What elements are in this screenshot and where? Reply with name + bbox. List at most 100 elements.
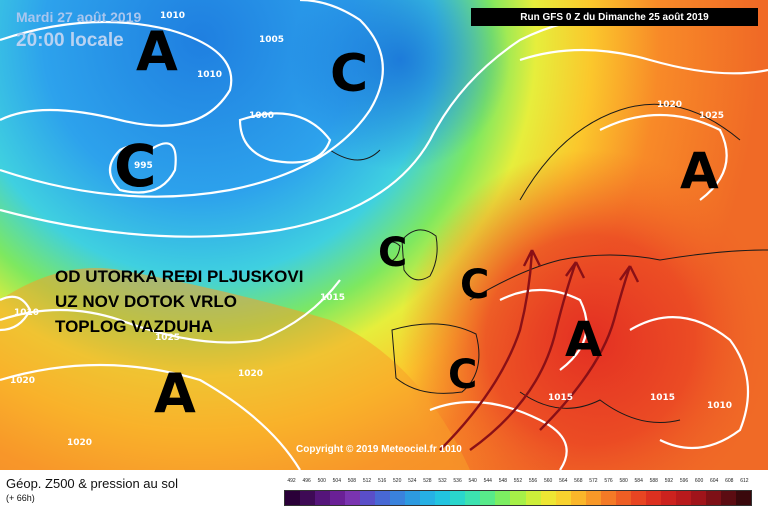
scale-value-label: 536: [453, 478, 462, 484]
scale-value-label: 520: [393, 478, 402, 484]
color-scale-labels: 492 496 500 504 508 512 516 520 524 528 532 536 540 5…: [284, 478, 752, 488]
scale-value-label: 568: [574, 478, 583, 484]
scale-value-label: 580: [619, 478, 628, 484]
scale-value-label: 572: [589, 478, 598, 484]
scale-swatch: [645, 491, 661, 505]
model-run-banner: Run GFS 0 Z du Dimanche 25 août 2019: [471, 8, 758, 26]
scale-value-label: 608: [725, 478, 734, 484]
scale-swatch: [435, 491, 451, 505]
scale-value-label: 564: [559, 478, 568, 484]
scale-value-label: 560: [543, 478, 553, 484]
isobar-label: 1010: [197, 70, 223, 80]
scale-swatch: [570, 491, 586, 505]
isobar-label: 1005: [259, 35, 285, 45]
scale-swatch: [420, 491, 436, 505]
scale-value-label: 532: [438, 478, 447, 484]
scale-swatch: [300, 491, 316, 505]
isobars: [0, 0, 768, 470]
high-pressure-a: A: [565, 312, 603, 368]
headline-line: TOPLOG VAZDUHA: [55, 317, 214, 336]
low-pressure-c: C: [330, 44, 369, 104]
isobar-label: 1020: [10, 376, 36, 386]
scale-value-label: 508: [347, 478, 357, 484]
legend-title: Géop. Z500 & pression au sol: [6, 476, 178, 491]
high-pressure-a: A: [154, 362, 196, 425]
forecast-date: Mardi 27 août 2019: [16, 9, 142, 25]
forecast-time: 20:00 locale: [16, 30, 124, 51]
scale-value-label: 544: [483, 478, 492, 484]
scale-value-label: 556: [528, 478, 538, 484]
isobar-label: 1010: [160, 11, 186, 21]
headline-line: UZ NOV DOTOK VRLO: [55, 292, 237, 311]
scale-swatch: [600, 491, 616, 505]
scale-value-label: 540: [468, 478, 477, 484]
scale-swatch: [555, 491, 571, 505]
scale-value-label: 584: [634, 478, 643, 484]
scale-value-label: 492: [287, 478, 296, 484]
low-pressure-c: C: [378, 230, 408, 276]
scale-swatch: [525, 491, 541, 505]
isobar-label: 1020: [657, 100, 683, 110]
isobar-label: 1015: [320, 293, 346, 303]
scale-swatch: [585, 491, 601, 505]
scale-swatch: [330, 491, 346, 505]
scale-swatch: [720, 491, 736, 505]
scale-value-label: 528: [423, 478, 432, 484]
isobar-label: 1010: [707, 401, 733, 411]
high-pressure-a: A: [680, 142, 719, 200]
isobar-label: 995: [134, 161, 153, 171]
scale-swatch: [735, 491, 751, 505]
scale-swatch: [315, 491, 331, 505]
scale-value-label: 576: [604, 478, 613, 484]
scale-swatch: [375, 491, 391, 505]
headline-overlay: OD UTORKA REĐI PLJUSKOVI UZ NOV DOTOK VR…: [55, 264, 385, 339]
isobar-label: 1010: [14, 308, 40, 318]
scale-value-label: 596: [679, 478, 689, 484]
scale-swatch: [495, 491, 511, 505]
coastlines: [329, 103, 768, 423]
scale-swatch: [405, 491, 421, 505]
scale-swatch: [540, 491, 556, 505]
scale-value-label: 496: [302, 478, 311, 484]
scale-value-label: 516: [377, 478, 387, 484]
scale-swatch: [360, 491, 376, 505]
scale-swatch: [615, 491, 631, 505]
isobar-label: 1025: [699, 111, 725, 121]
isobar-label: 1020: [238, 369, 264, 379]
isobar-label: 1015: [548, 393, 574, 403]
isobar-label: 1015: [650, 393, 676, 403]
scale-value-label: 548: [498, 478, 508, 484]
scale-swatch: [345, 491, 361, 505]
scale-swatch: [285, 491, 301, 505]
scale-swatch: [660, 491, 676, 505]
scale-value-label: 600: [694, 478, 704, 484]
scale-value-label: 604: [710, 478, 719, 484]
scale-swatch: [705, 491, 721, 505]
scale-swatch: [480, 491, 496, 505]
scale-swatch: [390, 491, 406, 505]
scale-value-label: 512: [362, 478, 372, 484]
low-pressure-c: C: [460, 262, 490, 308]
copyright-notice: Copyright © 2019 Meteociel.fr 1010: [296, 444, 462, 455]
scale-swatch: [450, 491, 466, 505]
scale-value-label: 612: [740, 478, 749, 484]
low-pressure-c: C: [114, 132, 157, 200]
scale-value-label: 500: [317, 478, 326, 484]
isobar-label: 1025: [155, 333, 181, 343]
scale-value-label: 504: [332, 478, 341, 484]
scale-swatch: [675, 491, 691, 505]
geopotential-map: [0, 0, 768, 470]
scale-swatch: [465, 491, 481, 505]
low-pressure-c: C: [448, 352, 478, 398]
isobar-label: 1000: [249, 111, 275, 121]
scale-swatch: [630, 491, 646, 505]
isobar-label: 1020: [67, 438, 93, 448]
scale-value-label: 524: [408, 478, 417, 484]
scale-value-label: 588: [649, 478, 658, 484]
scale-value-label: 552: [513, 478, 523, 484]
flow-arrows: [439, 249, 640, 451]
legend-subtitle: (+ 66h): [6, 493, 35, 503]
scale-value-label: 592: [664, 478, 674, 484]
scale-swatch: [510, 491, 526, 505]
